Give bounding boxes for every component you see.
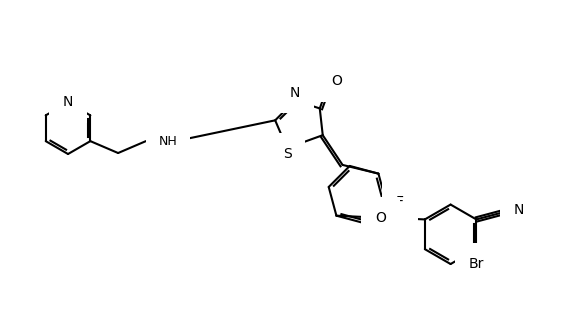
Text: N: N (514, 202, 524, 217)
Text: S: S (283, 147, 292, 161)
Text: O: O (375, 211, 386, 225)
Text: N: N (63, 95, 74, 110)
Text: F: F (396, 195, 404, 209)
Text: O: O (332, 74, 343, 88)
Text: NH: NH (158, 135, 177, 148)
Text: N: N (290, 85, 300, 100)
Text: Br: Br (469, 257, 484, 271)
